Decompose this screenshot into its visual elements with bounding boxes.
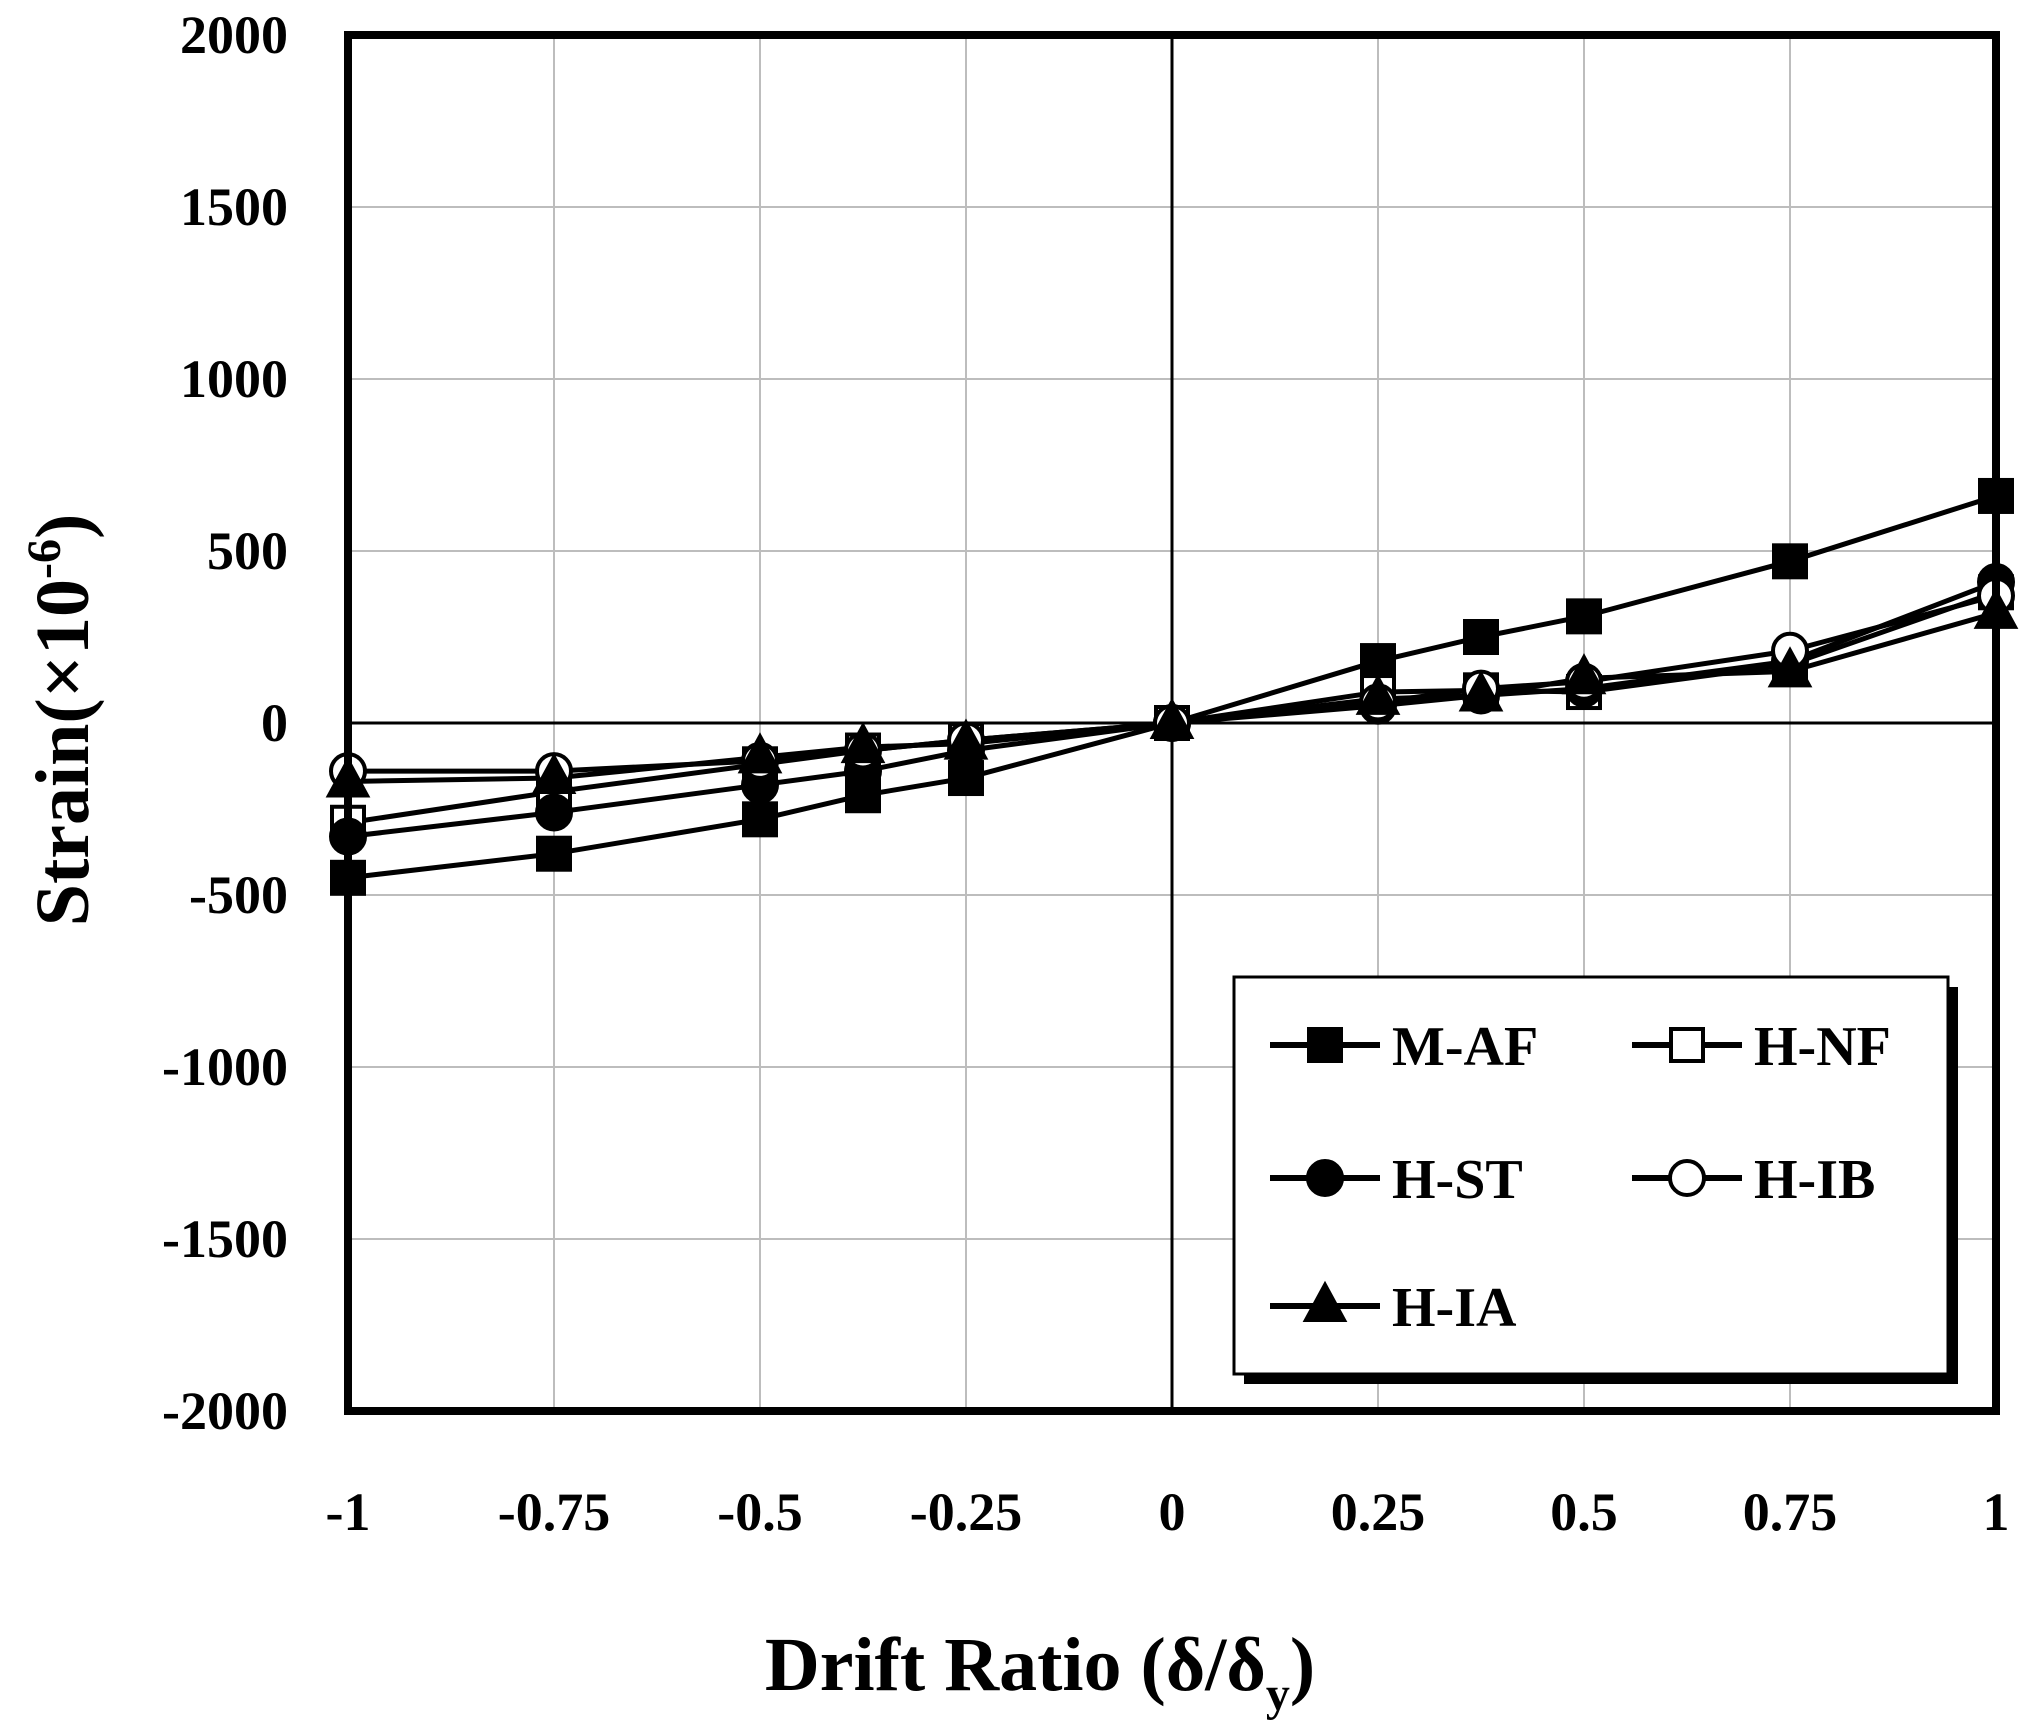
data-point-m-af [536, 835, 572, 872]
x-axis-title: Drift Ratio (δ/δy) [765, 1623, 1315, 1721]
y-tick-label: 500 [207, 521, 288, 581]
data-point-h-ia [737, 732, 783, 774]
y-tick-label: 1000 [180, 349, 288, 409]
data-point-m-af [1566, 598, 1602, 635]
legend-item-h-ia: H-IA [1270, 1277, 1517, 1339]
legend-label: H-IA [1392, 1277, 1517, 1339]
y-tick-label: 2000 [180, 5, 288, 65]
x-tick-label: 0 [1159, 1482, 1186, 1542]
x-tick-label: -0.75 [498, 1482, 610, 1542]
legend-swatch-marker [1669, 1027, 1705, 1063]
x-tick-labels: -1 -0.75 -0.5 -0.25 0 0.25 0.5 0.75 1 [326, 1482, 2010, 1542]
data-point-m-af [1360, 643, 1396, 680]
legend-swatch-marker [1302, 1280, 1348, 1322]
y-axis-title: Strain(×10-6) [18, 514, 105, 927]
x-tick-label: -0.5 [717, 1482, 802, 1542]
legend-swatch-marker [1306, 1159, 1344, 1197]
data-point-h-st [535, 793, 573, 832]
data-point-h-ia [840, 721, 886, 764]
y-tick-label: -500 [189, 865, 288, 925]
y-tick-label: -1500 [162, 1209, 288, 1269]
data-point-h-ia [1355, 673, 1401, 715]
data-point-h-ia [531, 752, 577, 795]
data-point-h-ia [943, 718, 989, 760]
legend-label: M-AF [1392, 1016, 1538, 1078]
y-tick-label: 1500 [180, 177, 288, 237]
legend-item-h-nf: H-NF [1632, 1016, 1891, 1078]
legend-item-m-af: M-AF [1270, 1016, 1538, 1078]
x-tick-label: 0.75 [1743, 1482, 1838, 1542]
y-tick-label: -1000 [162, 1037, 288, 1097]
x-tick-label: -1 [326, 1482, 371, 1542]
y-tick-label: 0 [261, 693, 288, 753]
y-tick-label: -2000 [162, 1381, 288, 1441]
x-tick-label: -0.25 [910, 1482, 1022, 1542]
data-point-h-ia [1149, 697, 1195, 739]
x-tick-label: 0.25 [1331, 1482, 1426, 1542]
x-tick-label: 0.5 [1550, 1482, 1618, 1542]
legend-item-h-ib: H-IB [1632, 1149, 1875, 1211]
legend-label: H-NF [1754, 1016, 1891, 1078]
data-point-h-ia [1458, 670, 1504, 712]
data-point-m-af [1463, 619, 1499, 655]
data-point-h-ia [1561, 653, 1607, 695]
legend-label: H-ST [1392, 1149, 1523, 1211]
data-point-m-af [1772, 543, 1808, 580]
legend-swatch-marker [1307, 1027, 1343, 1063]
y-tick-labels: 2000 1500 1000 500 0 -500 -1000 -1500 -2000 [162, 5, 288, 1441]
data-point-m-af [742, 801, 778, 838]
x-tick-label: 1 [1983, 1482, 2010, 1542]
legend: M-AF H-NF H-ST H-IB H-IA [1232, 975, 1958, 1384]
legend-swatch-marker [1668, 1159, 1706, 1197]
legend-item-h-st: H-ST [1270, 1149, 1523, 1211]
legend-label: H-IB [1754, 1149, 1875, 1211]
plot-frame [344, 31, 2000, 1415]
data-point-h-ia [1767, 646, 1813, 688]
